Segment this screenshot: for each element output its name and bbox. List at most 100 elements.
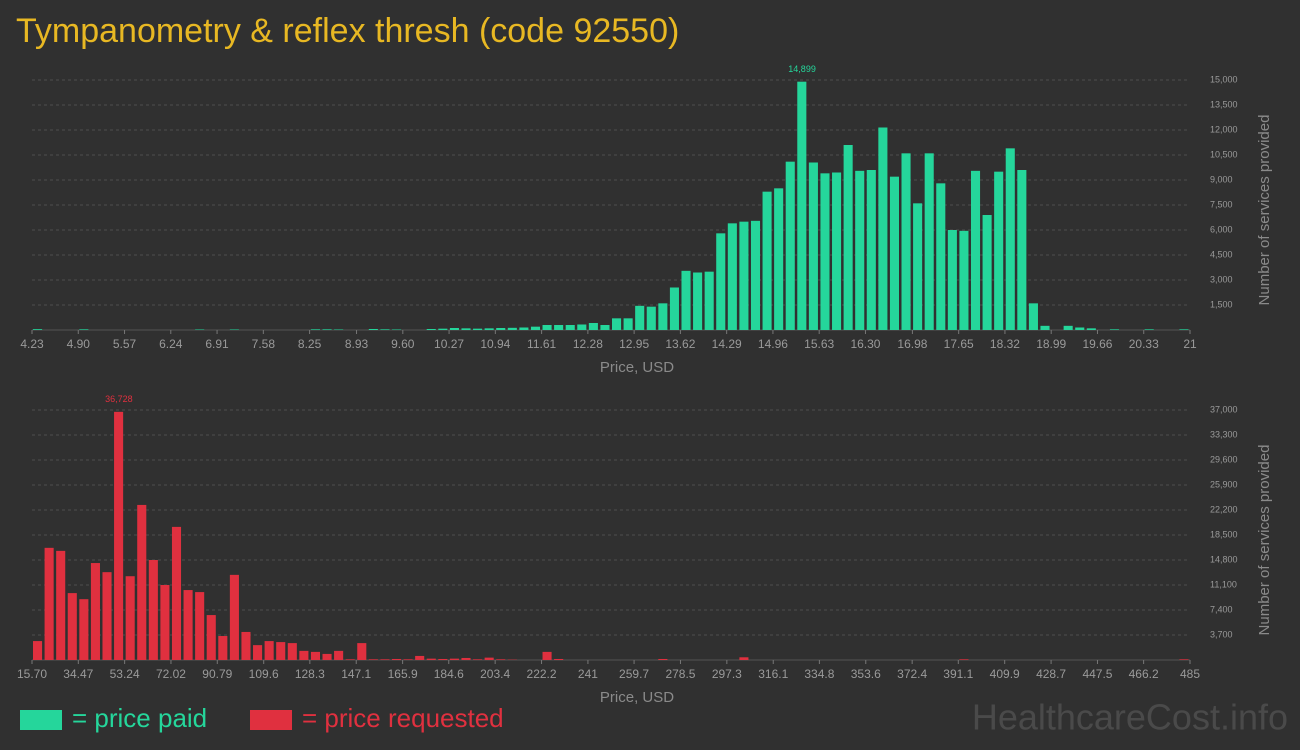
page-title: Tympanometry & reflex thresh (code 92550… (16, 12, 679, 50)
x-tick-label: 409.9 (990, 667, 1020, 681)
y-tick-label: 18,500 (1210, 529, 1238, 539)
bar (426, 658, 436, 660)
bar (947, 230, 957, 330)
legend-label: = price paid (72, 703, 207, 733)
x-tick-label: 20.33 (1129, 337, 1159, 351)
x-tick-label: 17.65 (944, 337, 974, 351)
y-tick-label: 3,000 (1210, 274, 1233, 284)
bar (368, 659, 378, 660)
bar (449, 658, 459, 660)
x-tick-label: 297.3 (712, 667, 742, 681)
bar (774, 188, 784, 330)
x-tick-label: 90.79 (202, 667, 232, 681)
bar (750, 220, 761, 330)
y-tick-label: 9,000 (1210, 174, 1233, 184)
bar (56, 550, 66, 660)
bar (79, 329, 89, 330)
bar (901, 153, 911, 330)
legend-label: = price requested (302, 703, 504, 733)
x-tick-label: 10.27 (434, 337, 464, 351)
x-tick-label: 184.6 (434, 667, 464, 681)
bar (33, 329, 43, 330)
bar (808, 162, 818, 330)
bar (1017, 170, 1027, 330)
bar (183, 590, 193, 660)
bar (542, 325, 552, 330)
x-tick-label: 428.7 (1036, 667, 1066, 681)
x-tick-label: 316.1 (758, 667, 788, 681)
bar (1109, 329, 1120, 330)
bar (1144, 329, 1154, 330)
bar (357, 643, 367, 660)
x-tick-label: 4.90 (67, 337, 91, 351)
bar (102, 572, 112, 660)
bar (739, 657, 749, 660)
bar (820, 173, 830, 330)
x-tick-label: 485 (1180, 667, 1200, 681)
x-tick-label: 72.02 (156, 667, 186, 681)
bar (33, 641, 43, 660)
x-tick-label: 466.2 (1129, 667, 1159, 681)
bar (658, 658, 668, 660)
y-tick-label: 15,000 (1210, 74, 1238, 84)
bar (322, 653, 332, 660)
bar (438, 658, 448, 660)
bar (554, 658, 564, 660)
bar (716, 233, 726, 330)
bar (704, 271, 714, 330)
x-tick-label: 372.4 (897, 667, 927, 681)
bar (785, 161, 795, 330)
bar (635, 305, 645, 330)
bar (345, 659, 355, 660)
x-axis-title: Price, USD (600, 689, 674, 706)
y-tick-label: 13,500 (1210, 99, 1238, 109)
y-tick-label: 22,200 (1210, 504, 1238, 514)
x-tick-label: 109.6 (249, 667, 279, 681)
y-tick-label: 3,700 (1210, 629, 1233, 639)
bar (67, 593, 77, 660)
y-tick-label: 6,000 (1210, 224, 1233, 234)
bar (588, 323, 598, 330)
bar (426, 329, 436, 330)
y-tick-label: 12,000 (1210, 124, 1238, 134)
y-axis-title: Number of services provided (1256, 445, 1273, 636)
bar (913, 203, 923, 330)
bar (160, 585, 170, 660)
x-tick-label: 21 (1183, 337, 1197, 351)
x-tick-label: 259.7 (619, 667, 649, 681)
bar (438, 328, 448, 330)
bar (681, 270, 691, 330)
bar (600, 325, 610, 330)
bar (310, 329, 320, 330)
bar (195, 592, 205, 660)
x-tick-label: 447.5 (1082, 667, 1112, 681)
bar (484, 657, 494, 660)
bar (623, 318, 633, 330)
x-tick-label: 6.24 (159, 337, 183, 351)
x-tick-label: 222.2 (527, 667, 557, 681)
bar (855, 170, 865, 330)
bar (843, 145, 853, 330)
bar (229, 574, 239, 660)
bar (889, 176, 899, 330)
x-tick-label: 391.1 (943, 667, 973, 681)
bar (1028, 303, 1038, 330)
bar (322, 329, 332, 330)
bar (380, 659, 390, 660)
x-tick-label: 15.63 (804, 337, 834, 351)
bar (206, 615, 216, 660)
y-tick-label: 14,800 (1210, 554, 1238, 564)
bar (218, 636, 228, 660)
x-tick-label: 334.8 (804, 667, 834, 681)
bar (461, 657, 471, 660)
bar (171, 526, 182, 660)
x-tick-label: 147.1 (341, 667, 371, 681)
x-tick-label: 13.62 (665, 337, 695, 351)
x-tick-label: 128.3 (295, 667, 325, 681)
bar (936, 183, 946, 330)
bar (1075, 327, 1085, 330)
bar (878, 127, 888, 330)
x-tick-label: 12.95 (619, 337, 649, 351)
bar (391, 329, 402, 330)
legend-swatch (20, 710, 62, 730)
